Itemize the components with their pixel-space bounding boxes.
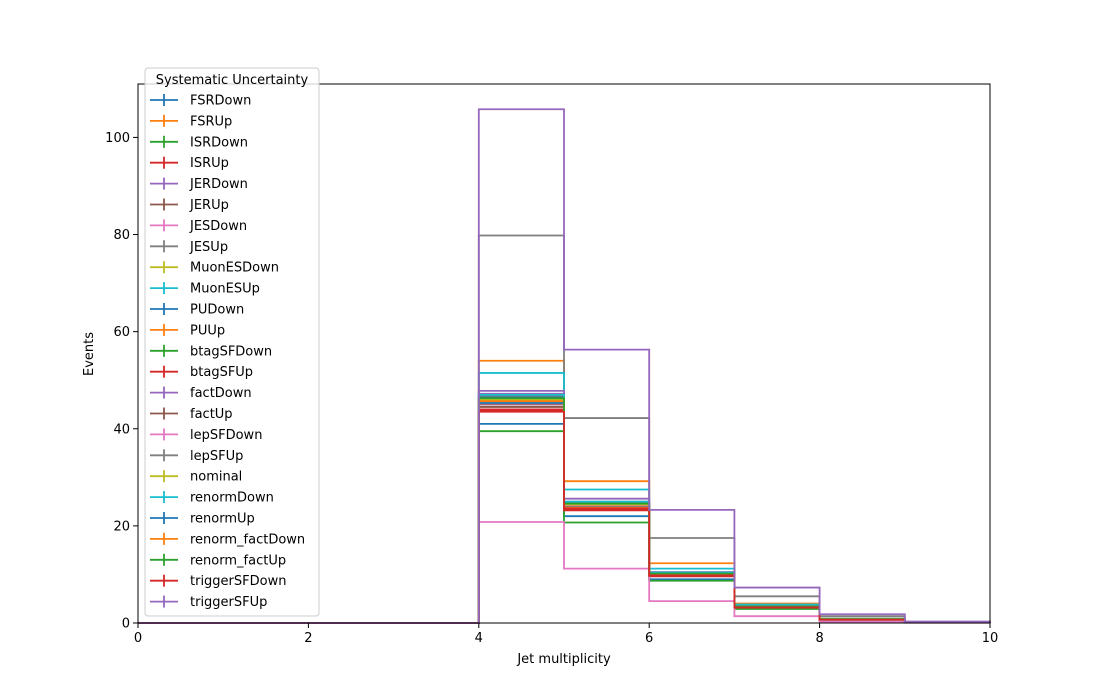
legend-entries: FSRDown FSRUp ISRDown ISRUp JERDown JERUp JESD… xyxy=(150,94,305,610)
legend: Systematic Uncertainty FSRDown FSRUp ISRDo… xyxy=(144,67,320,617)
legend-title: Systematic Uncertainty xyxy=(156,73,309,88)
x-tick-label: 4 xyxy=(475,631,483,646)
legend-label: triggerSFDown xyxy=(190,574,286,589)
x-tick-label: 10 xyxy=(982,631,999,646)
axes-frame xyxy=(137,83,991,624)
legend-label: renorm_factUp xyxy=(190,553,286,568)
legend-label: JESUp xyxy=(189,240,228,255)
y-tick-label: 20 xyxy=(113,519,130,534)
legend-entry-btagsfdown: btagSFDown xyxy=(150,344,272,359)
legend-entry-triggersfup: triggerSFUp xyxy=(150,595,267,610)
legend-label: nominal xyxy=(190,470,242,485)
legend-entry-nominal: nominal xyxy=(150,470,242,485)
legend-label: factDown xyxy=(190,386,252,401)
x-tick-label: 6 xyxy=(645,631,653,646)
legend-label: FSRDown xyxy=(190,94,251,109)
y-tick-label: 100 xyxy=(105,131,130,146)
legend-entry-isrdown: ISRDown xyxy=(150,135,248,150)
y-axis-label: Events xyxy=(82,332,97,376)
legend-entry-fsrdown: FSRDown xyxy=(150,94,251,109)
legend-label: renormDown xyxy=(190,491,274,506)
legend-entry-factup: factUp xyxy=(150,407,233,422)
legend-entry-isrup: ISRUp xyxy=(150,156,229,171)
legend-entry-fsrup: FSRUp xyxy=(150,114,232,129)
legend-entry-lepsfdown: lepSFDown xyxy=(150,428,262,443)
legend-label: triggerSFUp xyxy=(190,595,267,610)
legend-entry-jesup: JESUp xyxy=(150,240,228,255)
y-tick-label: 60 xyxy=(113,325,130,340)
legend-label: ISRUp xyxy=(190,156,229,171)
x-tick-label: 8 xyxy=(815,631,823,646)
legend-label: factUp xyxy=(190,407,233,422)
legend-label: lepSFDown xyxy=(190,428,262,443)
legend-entry-renorm-factdown: renorm_factDown xyxy=(150,532,305,547)
legend-label: ISRDown xyxy=(190,135,248,150)
legend-entry-renormup: renormUp xyxy=(150,512,255,527)
legend-label: PUDown xyxy=(190,303,244,318)
legend-label: btagSFUp xyxy=(190,365,253,380)
legend-entry-pudown: PUDown xyxy=(150,303,244,318)
legend-entry-muonesup: MuonESUp xyxy=(150,282,260,297)
legend-entry-jesdown: JESDown xyxy=(150,219,247,234)
legend-label: JESDown xyxy=(189,219,247,234)
legend-entry-muonesdown: MuonESDown xyxy=(150,261,279,276)
legend-label: lepSFUp xyxy=(190,449,243,464)
y-tick-label: 80 xyxy=(113,228,130,243)
y-tick-label: 0 xyxy=(122,617,130,632)
legend-entry-lepsfup: lepSFUp xyxy=(150,449,243,464)
legend-frame xyxy=(144,67,320,617)
x-tick-label: 2 xyxy=(304,631,312,646)
legend-entry-renormdown: renormDown xyxy=(150,491,274,506)
legend-label: renormUp xyxy=(190,512,255,527)
legend-entry-jerdown: JERDown xyxy=(150,177,248,192)
legend-label: PUUp xyxy=(190,323,225,338)
x-tick-label: 0 xyxy=(134,631,142,646)
legend-label: FSRUp xyxy=(190,114,232,129)
legend-entry-renorm-factup: renorm_factUp xyxy=(150,553,286,568)
legend-label: MuonESUp xyxy=(190,282,260,297)
legend-label: MuonESDown xyxy=(190,261,279,276)
legend-entry-btagsfup: btagSFUp xyxy=(150,365,253,380)
legend-entry-puup: PUUp xyxy=(150,323,225,338)
legend-label: btagSFDown xyxy=(190,344,272,359)
x-axis-label: Jet multiplicity xyxy=(516,652,611,667)
legend-entry-jerup: JERUp xyxy=(150,198,229,213)
y-tick-label: 40 xyxy=(113,422,130,437)
legend-entry-factdown: factDown xyxy=(150,386,252,401)
legend-label: JERDown xyxy=(189,177,248,192)
legend-entry-triggersfdown: triggerSFDown xyxy=(150,574,286,589)
legend-label: JERUp xyxy=(189,198,229,213)
legend-label: renorm_factDown xyxy=(190,532,305,547)
